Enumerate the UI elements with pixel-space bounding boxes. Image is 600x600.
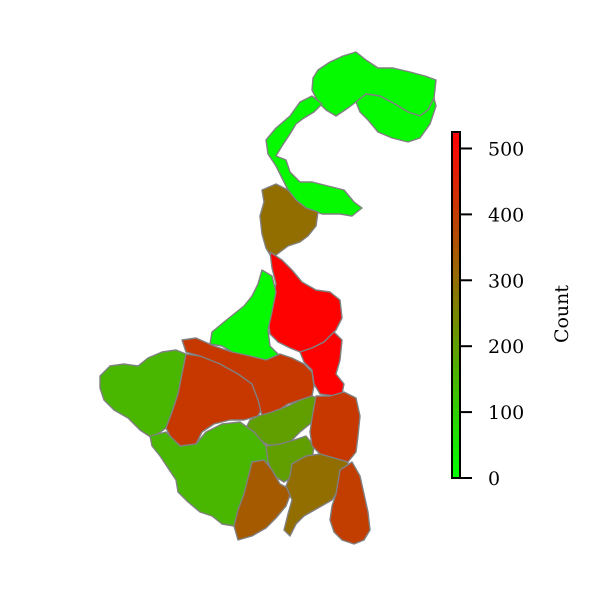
- region-sundarbans: [329, 461, 371, 545]
- colorbar-tick-label: 300: [488, 270, 524, 292]
- region-south-24-parganas: [283, 453, 349, 537]
- colorbar-tick-label: 200: [488, 336, 524, 358]
- colorbar-tick-label: 400: [488, 204, 524, 226]
- colorbar: 0 100 200 300 400 500 Count: [451, 131, 573, 490]
- colorbar-gradient: [451, 131, 461, 479]
- region-north-24-parganas: [309, 391, 361, 463]
- region-dakshin-dinajpur: [259, 183, 319, 259]
- colorbar-ticks: 0 100 200 300 400 500: [460, 138, 524, 490]
- region-purba-medinipur: [233, 459, 293, 541]
- colorbar-tick-label: 0: [488, 468, 500, 490]
- colorbar-label: Count: [551, 285, 573, 343]
- state-map: [99, 51, 437, 545]
- colorbar-tick-label: 500: [488, 138, 524, 160]
- region-jalpaiguri: [265, 93, 437, 217]
- colorbar-tick-label: 100: [488, 402, 524, 424]
